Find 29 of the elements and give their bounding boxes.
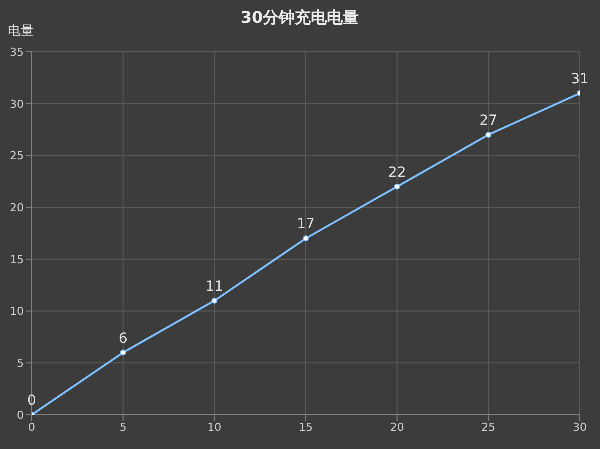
y-tick-label: 25	[10, 150, 24, 163]
point	[120, 350, 126, 356]
x-tick-label: 20	[390, 420, 404, 434]
point	[394, 184, 400, 190]
point	[303, 236, 309, 242]
x-tick-label: 15	[299, 420, 313, 434]
point	[212, 298, 218, 304]
data-label: 11	[206, 278, 224, 295]
data-label: 17	[297, 216, 315, 233]
x-tick-label: 0	[28, 420, 36, 434]
x-tick-label: 10	[208, 420, 222, 434]
data-label: 27	[480, 112, 498, 129]
y-tick-label: 0	[17, 408, 24, 422]
y-tick-label: 15	[10, 253, 24, 266]
data-label: 0	[28, 393, 36, 409]
y-tick-label: 10	[10, 305, 24, 318]
y-tick-label: 35	[10, 46, 24, 59]
y-tick-label: 30	[10, 98, 24, 111]
data-label: 6	[118, 330, 128, 347]
x-tick-label: 25	[482, 420, 496, 434]
y-axis-title: 电量	[8, 23, 34, 40]
data-label: 22	[388, 164, 406, 181]
x-tick-label: 30	[573, 420, 587, 434]
chart-title: 30分钟充电电量	[240, 8, 360, 27]
x-tick-label: 5	[120, 420, 127, 434]
data-label: 31	[571, 71, 589, 88]
y-tick-label: 5	[17, 357, 24, 370]
point	[486, 132, 492, 138]
y-tick-label: 20	[10, 201, 24, 214]
